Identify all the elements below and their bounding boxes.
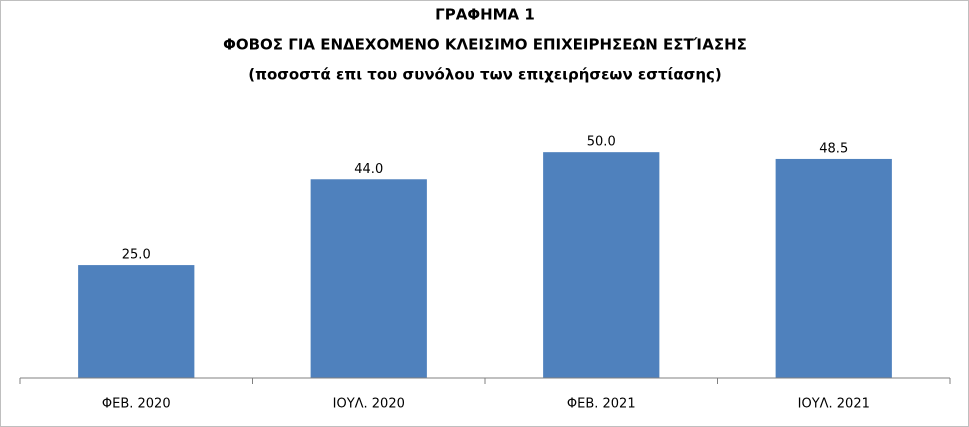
x-tick-label: ΦΕΒ. 2021	[567, 397, 636, 412]
bar	[775, 158, 892, 378]
x-tick-label: ΙΟΥΛ. 2020	[333, 397, 405, 412]
value-label: 25.0	[122, 248, 151, 263]
bar	[543, 152, 660, 378]
bar	[78, 265, 195, 378]
x-tick-label: ΙΟΥΛ. 2021	[798, 397, 870, 412]
chart-note: (ποσοστά επι του συνόλου των επιχειρήσεω…	[248, 66, 722, 84]
bar	[310, 179, 427, 378]
chart-subtitle: ΦΟΒΟΣ ΓΙΑ ΕΝΔΕΧΟΜΕΝΟ ΚΛΕΙΣΙΜΟ ΕΠΙΧΕΙΡΗΣΕ…	[223, 36, 747, 54]
value-label: 44.0	[354, 162, 383, 177]
chart-title: ΓΡΑΦΗΜΑ 1	[435, 6, 535, 24]
value-label: 48.5	[819, 141, 848, 156]
value-label: 50.0	[587, 135, 616, 150]
x-tick-label: ΦΕΒ. 2020	[102, 397, 171, 412]
